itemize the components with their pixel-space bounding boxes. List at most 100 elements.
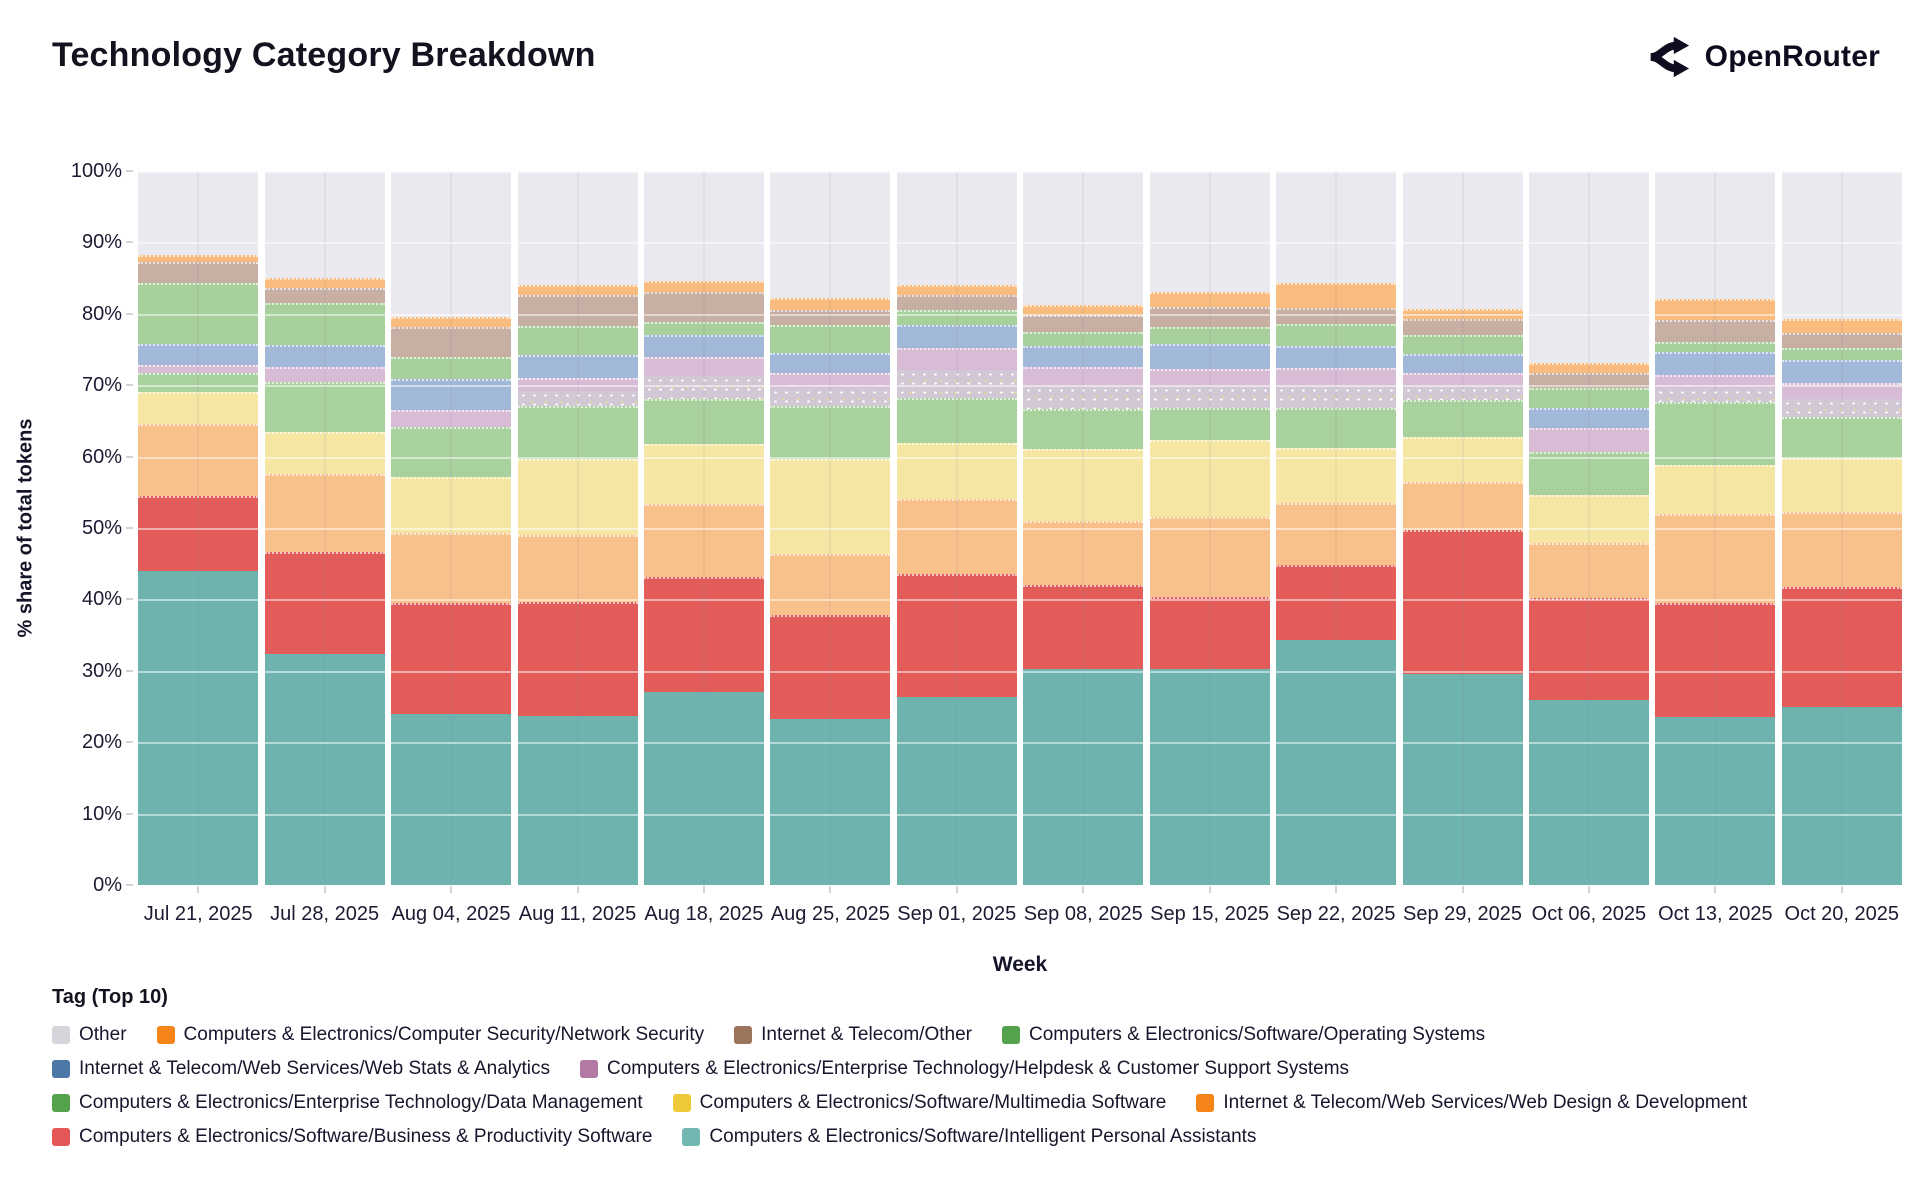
bar-segment-helpdesk_support[interactable] [1276, 368, 1397, 409]
legend-item-internet_telecom_other[interactable]: Internet & Telecom/Other [734, 1024, 972, 1046]
bar-segment-data_management[interactable] [1528, 452, 1649, 496]
legend-item-intelligent_personal_assistants[interactable]: Computers & Electronics/Software/Intelli… [682, 1126, 1256, 1148]
bar-segment-data_management[interactable] [1402, 400, 1523, 438]
bar-segment-business_productivity[interactable] [517, 601, 638, 716]
bar-segment-web_design_dev[interactable] [1402, 482, 1523, 531]
bar-segment-web_stats_analytics[interactable] [391, 378, 512, 411]
bar-segment-web_stats_analytics[interactable] [1655, 352, 1776, 376]
bar-segment-network_security[interactable] [1402, 308, 1523, 319]
bar-segment-intelligent_personal_assistants[interactable] [138, 570, 259, 885]
bar-segment-multimedia_software[interactable] [1528, 495, 1649, 543]
bar-segment-web_design_dev[interactable] [1023, 520, 1144, 586]
bar-segment-operating_systems[interactable] [896, 310, 1017, 326]
bar-segment-network_security[interactable] [1023, 304, 1144, 315]
bar-segment-multimedia_software[interactable] [391, 477, 512, 533]
bar-segment-data_management[interactable] [1655, 402, 1776, 466]
bar-segment-web_stats_analytics[interactable] [264, 344, 385, 368]
bar-segment-network_security[interactable] [1276, 283, 1397, 309]
bar-segment-web_design_dev[interactable] [1781, 511, 1902, 588]
bar-segment-business_productivity[interactable] [391, 602, 512, 714]
bar-segment-web_design_dev[interactable] [643, 504, 764, 577]
bar-segment-intelligent_personal_assistants[interactable] [643, 692, 764, 885]
bar-segment-web_design_dev[interactable] [391, 533, 512, 603]
bar-segment-data_management[interactable] [138, 373, 259, 393]
bar-segment-multimedia_software[interactable] [1781, 458, 1902, 512]
bar-segment-other[interactable] [1402, 171, 1523, 309]
bar-segment-data_management[interactable] [770, 405, 891, 460]
legend-item-multimedia_software[interactable]: Computers & Electronics/Software/Multime… [672, 1092, 1166, 1114]
bar-segment-operating_systems[interactable] [1402, 335, 1523, 354]
bar-segment-helpdesk_support[interactable] [1528, 428, 1649, 453]
bar-segment-web_stats_analytics[interactable] [1781, 360, 1902, 384]
bar-segment-multimedia_software[interactable] [896, 443, 1017, 499]
bar-segment-business_productivity[interactable] [1402, 530, 1523, 674]
bar-segment-operating_systems[interactable] [264, 303, 385, 345]
bar-segment-other[interactable] [517, 171, 638, 285]
legend-item-operating_systems[interactable]: Computers & Electronics/Software/Operati… [1001, 1024, 1485, 1046]
bar-segment-internet_telecom_other[interactable] [896, 295, 1017, 311]
bar-segment-operating_systems[interactable] [1655, 341, 1776, 353]
bar-segment-internet_telecom_other[interactable] [138, 261, 259, 284]
legend-item-web_stats_analytics[interactable]: Internet & Telecom/Web Services/Web Stat… [52, 1058, 550, 1080]
bar-segment-internet_telecom_other[interactable] [1276, 308, 1397, 324]
bar-segment-other[interactable] [896, 171, 1017, 285]
bar-segment-internet_telecom_other[interactable] [1528, 373, 1649, 389]
brand-logo[interactable]: OpenRouter [1645, 34, 1880, 80]
bar-segment-operating_systems[interactable] [1276, 323, 1397, 346]
bar-segment-web_design_dev[interactable] [517, 535, 638, 602]
bar-segment-business_productivity[interactable] [643, 576, 764, 693]
bar-segment-network_security[interactable] [643, 280, 764, 293]
bar-segment-network_security[interactable] [770, 298, 891, 311]
bar-segment-multimedia_software[interactable] [1023, 448, 1144, 521]
bar-segment-business_productivity[interactable] [1149, 596, 1270, 670]
bar-segment-intelligent_personal_assistants[interactable] [517, 715, 638, 885]
bar-segment-helpdesk_support[interactable] [643, 356, 764, 399]
bar-segment-network_security[interactable] [517, 284, 638, 295]
bar-segment-operating_systems[interactable] [1149, 326, 1270, 344]
bar-segment-multimedia_software[interactable] [1149, 440, 1270, 518]
bar-segment-internet_telecom_other[interactable] [1655, 320, 1776, 342]
bar-segment-network_security[interactable] [1149, 291, 1270, 307]
bar-segment-operating_systems[interactable] [1781, 348, 1902, 361]
bar-segment-helpdesk_support[interactable] [138, 365, 259, 374]
bar-segment-other[interactable] [643, 171, 764, 281]
bar-segment-data_management[interactable] [896, 398, 1017, 444]
bar-segment-network_security[interactable] [1528, 363, 1649, 374]
bar-segment-internet_telecom_other[interactable] [1402, 318, 1523, 336]
bar-segment-helpdesk_support[interactable] [1023, 367, 1144, 409]
bar-segment-intelligent_personal_assistants[interactable] [1781, 707, 1902, 885]
bar-segment-intelligent_personal_assistants[interactable] [391, 713, 512, 885]
bar-segment-network_security[interactable] [1655, 298, 1776, 321]
bar-segment-web_stats_analytics[interactable] [643, 334, 764, 357]
bar-segment-web_design_dev[interactable] [1655, 514, 1776, 603]
bar-segment-business_productivity[interactable] [896, 574, 1017, 697]
bar-segment-data_management[interactable] [391, 427, 512, 478]
bar-segment-helpdesk_support[interactable] [1149, 368, 1270, 409]
bar-segment-other[interactable] [391, 171, 512, 317]
bar-segment-web_stats_analytics[interactable] [1149, 343, 1270, 369]
bar-segment-data_management[interactable] [1781, 417, 1902, 459]
bar-segment-multimedia_software[interactable] [138, 392, 259, 425]
bar-segment-internet_telecom_other[interactable] [1149, 306, 1270, 327]
bar-segment-web_stats_analytics[interactable] [517, 354, 638, 379]
bar-segment-other[interactable] [138, 171, 259, 255]
bar-segment-business_productivity[interactable] [1781, 587, 1902, 708]
bar-segment-intelligent_personal_assistants[interactable] [770, 718, 891, 885]
bar-segment-multimedia_software[interactable] [517, 458, 638, 536]
bar-segment-helpdesk_support[interactable] [770, 373, 891, 406]
bar-segment-internet_telecom_other[interactable] [643, 292, 764, 323]
bar-segment-data_management[interactable] [1149, 408, 1270, 441]
bar-segment-business_productivity[interactable] [138, 495, 259, 571]
bar-segment-web_design_dev[interactable] [770, 553, 891, 616]
bar-segment-business_productivity[interactable] [264, 552, 385, 654]
bar-segment-helpdesk_support[interactable] [264, 367, 385, 383]
bar-segment-internet_telecom_other[interactable] [770, 310, 891, 326]
bar-segment-web_design_dev[interactable] [138, 424, 259, 496]
bar-segment-web_stats_analytics[interactable] [770, 353, 891, 374]
bar-segment-business_productivity[interactable] [1655, 602, 1776, 718]
bar-segment-web_stats_analytics[interactable] [896, 325, 1017, 349]
bar-segment-network_security[interactable] [1781, 318, 1902, 334]
bar-segment-operating_systems[interactable] [643, 322, 764, 335]
bar-segment-other[interactable] [1149, 171, 1270, 292]
bar-segment-internet_telecom_other[interactable] [391, 326, 512, 357]
